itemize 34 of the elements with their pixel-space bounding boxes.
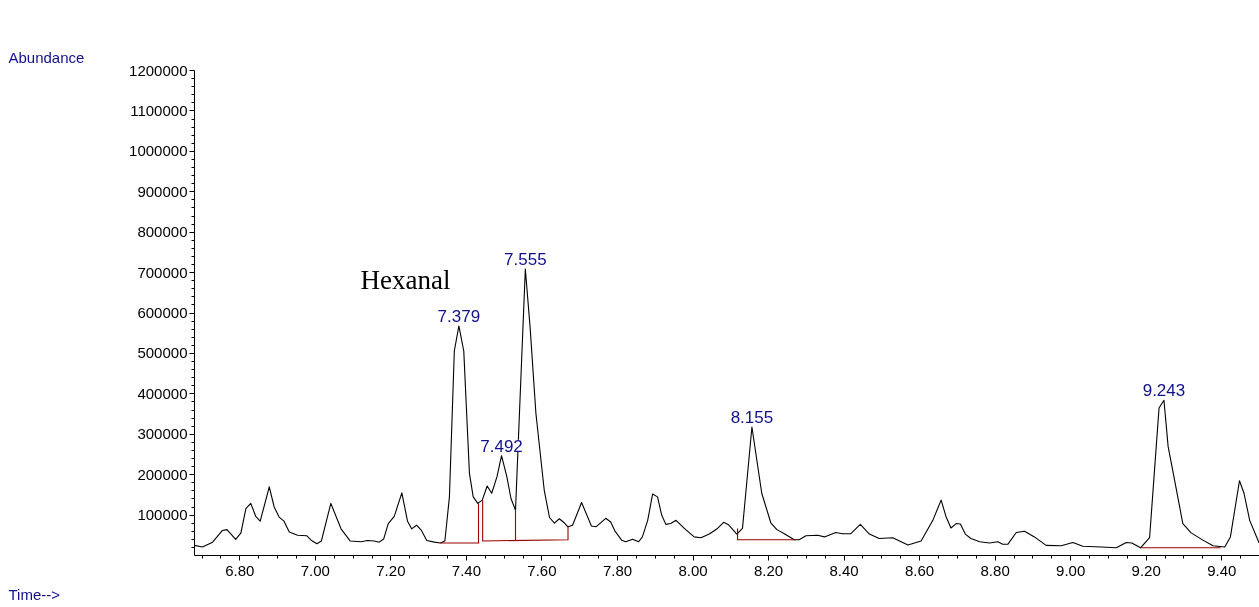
y-tick-label: 300000 (137, 425, 188, 443)
y-tick-label: 1200000 (129, 61, 188, 79)
annotation: 7.492 (480, 436, 523, 456)
x-tick-label: 9.00 (1056, 561, 1086, 579)
x-tick-label: 8.60 (905, 561, 935, 579)
x-axis-title: Time--> (8, 585, 61, 603)
y-tick-label: 600000 (137, 304, 188, 321)
y-tick-label: 700000 (137, 263, 188, 281)
x-tick-label: 7.60 (527, 561, 557, 579)
x-tick-label: 7.40 (451, 561, 482, 579)
x-tick-label: 8.80 (980, 561, 1010, 579)
annotation: 7.555 (504, 249, 547, 269)
x-tick-label: 7.80 (602, 561, 633, 579)
y-tick-label: 400000 (137, 384, 188, 402)
x-tick-label: 9.20 (1131, 561, 1161, 579)
y-axis-title: Abundance (8, 48, 85, 66)
y-tick-label: 1000000 (129, 142, 188, 160)
x-tick-label: 7.20 (376, 561, 406, 579)
y-tick-label: 200000 (137, 465, 188, 483)
annotation: 7.379 (437, 306, 481, 326)
x-tick-label: 6.80 (225, 561, 255, 579)
y-tick-label: 800000 (137, 223, 188, 241)
y-tick-label: 900000 (137, 182, 188, 200)
annotation: 8.155 (730, 407, 774, 427)
x-tick-label: 9.40 (1207, 561, 1237, 579)
x-tick-label: 8.40 (829, 561, 859, 579)
y-tick-label: 1100000 (130, 101, 188, 119)
y-tick-label: 100000 (137, 506, 188, 524)
x-tick-label: 7.00 (300, 561, 330, 579)
annotation: Hexanal (360, 264, 451, 295)
annotation: 9.243 (1142, 381, 1186, 401)
x-tick-label: 8.00 (678, 561, 708, 579)
y-tick-label: 500000 (137, 344, 188, 362)
x-tick-label: 8.20 (753, 561, 784, 579)
